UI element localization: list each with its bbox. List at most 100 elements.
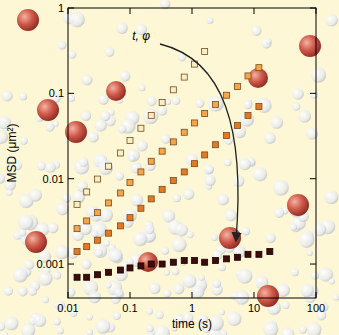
background-particle xyxy=(311,67,327,83)
data-point xyxy=(213,142,219,148)
data-point xyxy=(148,113,154,119)
data-point xyxy=(159,261,165,267)
data-point xyxy=(148,196,154,202)
background-particle xyxy=(220,330,228,335)
background-particle xyxy=(4,286,13,295)
y-tick xyxy=(68,264,74,265)
data-point xyxy=(170,178,176,184)
background-particle xyxy=(123,209,137,223)
decoration xyxy=(0,0,339,335)
background-particle xyxy=(20,137,28,145)
background-sphere xyxy=(17,9,39,31)
data-point xyxy=(213,258,219,264)
background-particle xyxy=(224,159,232,167)
data-point xyxy=(84,189,90,195)
background-particle xyxy=(81,259,91,269)
data-point xyxy=(245,113,251,119)
x-tick-label: 10 xyxy=(248,302,260,314)
background-particle xyxy=(86,329,93,335)
data-point xyxy=(245,251,251,257)
background-particle xyxy=(88,132,99,143)
background-particle xyxy=(82,74,93,85)
background-particle xyxy=(251,26,262,37)
background-particle xyxy=(19,229,26,236)
background-particle xyxy=(263,322,278,335)
background-particle xyxy=(48,222,59,233)
data-point xyxy=(234,122,240,128)
background-particle xyxy=(116,22,128,34)
background-particle xyxy=(311,272,319,280)
background-particle xyxy=(146,308,153,315)
background-particle xyxy=(6,189,13,196)
background-particle xyxy=(79,157,89,167)
background-particle xyxy=(175,224,188,237)
background-particle xyxy=(91,222,107,238)
background-particle xyxy=(147,96,157,106)
data-point xyxy=(245,73,251,79)
background-particle xyxy=(149,283,161,295)
background-sphere xyxy=(106,81,126,101)
data-point xyxy=(202,259,208,265)
background-particle xyxy=(53,318,61,326)
background-particle xyxy=(253,167,268,182)
series xyxy=(74,48,208,207)
data-point xyxy=(202,152,208,158)
background-particle xyxy=(204,175,215,186)
x-tick xyxy=(254,8,255,14)
background-sphere xyxy=(299,35,321,57)
background-particle xyxy=(173,283,184,294)
data-point xyxy=(74,201,80,207)
background-particle xyxy=(274,208,284,218)
background-particle xyxy=(282,302,289,309)
data-point xyxy=(84,244,90,250)
background-particle xyxy=(161,247,169,255)
data-point xyxy=(138,263,144,269)
background-particle xyxy=(18,287,28,297)
background-particle xyxy=(155,311,163,319)
data-point xyxy=(117,190,123,196)
background-particle xyxy=(98,160,113,175)
data-point xyxy=(105,230,111,236)
series xyxy=(74,65,262,232)
background-particle xyxy=(87,314,93,320)
background-particle xyxy=(96,319,111,334)
background-particle xyxy=(81,110,92,121)
background-particle xyxy=(207,17,214,24)
data-point xyxy=(159,148,165,154)
background-particle xyxy=(38,271,53,286)
x-tick xyxy=(68,292,69,298)
data-point xyxy=(105,269,111,275)
background-particle xyxy=(108,248,123,263)
data-point xyxy=(170,87,176,93)
data-point xyxy=(74,274,80,280)
y-tick-label: 0.1 xyxy=(49,87,64,99)
data-point xyxy=(138,169,144,175)
background-particle xyxy=(104,240,110,246)
background-sphere xyxy=(25,231,47,253)
background-particle xyxy=(118,125,127,134)
data-point xyxy=(95,237,101,243)
data-point xyxy=(234,84,240,90)
background-sphere xyxy=(257,285,279,307)
data-point xyxy=(138,125,144,131)
background-particle xyxy=(233,175,244,186)
background-particle xyxy=(291,268,299,276)
x-tick xyxy=(68,8,69,14)
background-particle xyxy=(182,274,196,288)
background-particle xyxy=(136,140,148,152)
background-sphere xyxy=(287,194,309,216)
background-particle xyxy=(28,287,37,296)
data-point xyxy=(117,150,123,156)
y-tick xyxy=(68,178,74,179)
background-sphere xyxy=(138,252,158,272)
background-particle xyxy=(57,327,64,334)
data-point xyxy=(181,129,187,135)
data-point xyxy=(105,200,111,206)
background-particle xyxy=(2,332,8,335)
background-particle xyxy=(21,323,35,335)
y-tick xyxy=(68,93,74,94)
background-particle xyxy=(298,110,311,123)
background-particle xyxy=(57,41,66,50)
y-tick-label: 0.01 xyxy=(43,173,64,185)
background-particle xyxy=(266,233,276,243)
